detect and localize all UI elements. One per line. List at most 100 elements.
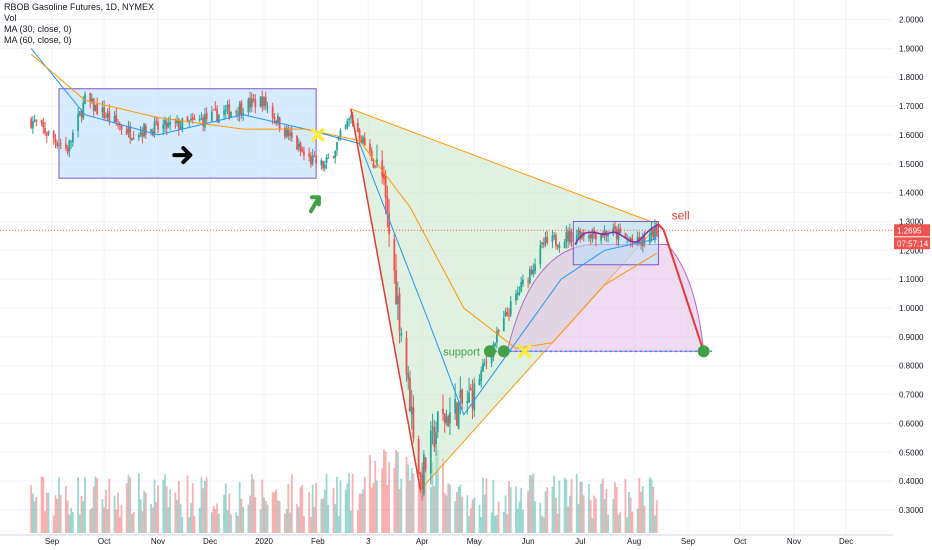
volume-bar xyxy=(94,476,97,533)
volume-bar xyxy=(360,493,363,533)
volume-bar xyxy=(150,503,152,533)
candle-body xyxy=(419,472,422,477)
candle-body xyxy=(346,120,349,127)
volume-bar xyxy=(96,478,99,533)
candle-body xyxy=(363,138,366,146)
volume-bar xyxy=(424,470,427,533)
candle-body xyxy=(31,121,34,129)
volume-bar xyxy=(259,509,262,533)
candle-body xyxy=(176,119,179,124)
candle-body xyxy=(167,123,170,127)
price-tick-label: 0.4000 xyxy=(899,477,924,486)
candle-body xyxy=(52,131,55,139)
candle-body xyxy=(619,228,622,234)
volume-bar xyxy=(612,499,615,533)
candle-body xyxy=(522,279,524,285)
candle-body xyxy=(567,231,569,241)
candle-body xyxy=(96,104,99,115)
price-axis[interactable]: 2.0000 1.9000 1.8000 1.7000 1.6000 1.5000 1.40… xyxy=(899,16,924,516)
volume-bar xyxy=(648,477,651,533)
volume-bar xyxy=(91,507,93,533)
volume-bar xyxy=(393,467,396,533)
candle-body xyxy=(94,104,97,111)
candle-body xyxy=(120,125,123,130)
volume-bar xyxy=(530,475,533,533)
candle-body xyxy=(544,237,547,244)
volume-bar xyxy=(296,504,298,533)
volume-bar xyxy=(223,495,225,533)
volume-bar xyxy=(216,503,218,533)
candle-body xyxy=(115,114,118,123)
volume-bar xyxy=(358,493,361,533)
cross-marker xyxy=(517,344,532,359)
cross-marker xyxy=(310,127,326,143)
candle-body xyxy=(410,406,413,415)
volume-bar xyxy=(492,480,495,533)
volume-bar xyxy=(120,504,123,533)
candle-body xyxy=(431,426,434,429)
volume-bar xyxy=(374,460,377,533)
volume-bar xyxy=(228,493,231,533)
candle-body xyxy=(129,126,132,139)
volume-bar xyxy=(528,474,531,533)
volume-bar xyxy=(555,497,557,533)
volume-bar xyxy=(520,487,523,533)
volume-bar xyxy=(33,501,36,533)
candle-body xyxy=(344,124,347,129)
candle-body xyxy=(429,430,432,474)
candle-body xyxy=(238,103,241,116)
candle-body xyxy=(534,264,536,272)
consolidation-box xyxy=(58,88,317,179)
candle-body xyxy=(589,234,592,239)
time-tick-label: Oct xyxy=(734,537,747,546)
volume-bar xyxy=(101,499,104,533)
countdown-label: 07:57:14 xyxy=(897,239,929,248)
volume-bar xyxy=(322,498,324,533)
volume-bar xyxy=(480,517,483,533)
volume-bar xyxy=(70,508,73,533)
candle-body xyxy=(553,235,556,238)
candle-body xyxy=(132,137,135,139)
volume-bar xyxy=(443,492,446,533)
time-axis[interactable]: Sep Oct Nov Dec 2020 Feb 3 Apr May Jun Jul Aug Sep Oc… xyxy=(0,534,893,546)
volume-bar xyxy=(407,464,410,533)
price-tick-label: 1.4000 xyxy=(899,189,924,198)
price-tick-label: 0.3000 xyxy=(899,506,924,515)
candle-body xyxy=(101,107,104,113)
volume-bar xyxy=(638,477,641,533)
candle-body xyxy=(436,411,439,433)
candle-body xyxy=(56,142,59,146)
time-tick-label: Jun xyxy=(522,537,535,546)
candle-body xyxy=(383,172,385,179)
volume-bar xyxy=(541,515,543,533)
price-tick-label: 1.2000 xyxy=(899,246,924,255)
volume-bar xyxy=(249,495,251,533)
volume-bar xyxy=(31,493,34,533)
candle-body xyxy=(212,109,215,111)
candle-body xyxy=(532,269,535,275)
candle-body xyxy=(600,234,603,241)
candle-body xyxy=(386,196,389,213)
volume-bar xyxy=(471,499,474,533)
volume-bar xyxy=(103,507,106,533)
candle-body xyxy=(504,312,507,317)
candle-body xyxy=(381,160,384,177)
volume-bar xyxy=(539,502,542,533)
candle-body xyxy=(313,155,316,157)
volume-bar xyxy=(275,489,278,533)
candle-body xyxy=(607,234,609,236)
volume-bar xyxy=(30,485,33,533)
candle-body xyxy=(204,114,206,128)
candle-body xyxy=(445,416,448,424)
candle-body xyxy=(424,457,427,470)
legend-volume[interactable]: Vol xyxy=(4,13,17,23)
volume-bar xyxy=(546,487,549,533)
candle-body xyxy=(336,141,338,150)
symbol-title[interactable]: RBOB Gasoline Futures, 1D, NYMEX xyxy=(4,2,155,12)
candle-body xyxy=(478,379,481,385)
legend-ma60[interactable]: MA (60, close, 0) xyxy=(4,35,72,45)
volume-bar xyxy=(454,501,457,533)
legend-ma30[interactable]: MA (30, close, 0) xyxy=(4,24,72,34)
candle-body xyxy=(494,343,497,346)
